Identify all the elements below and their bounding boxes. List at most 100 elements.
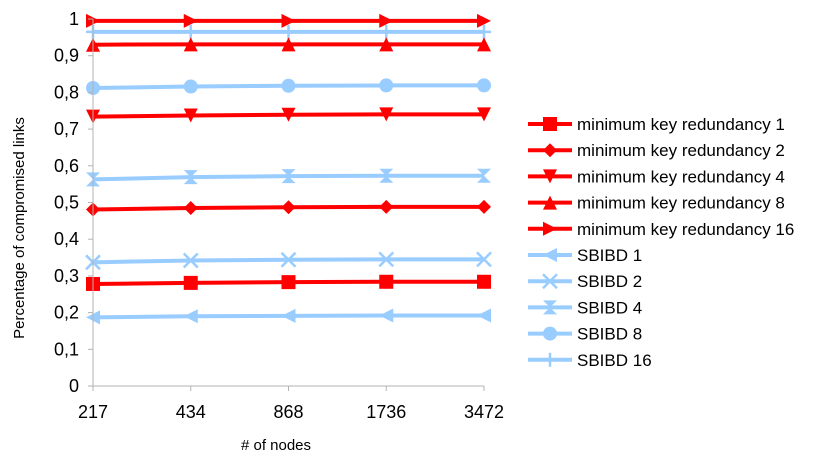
- data-point: [477, 168, 491, 183]
- data-point: [379, 37, 394, 52]
- data-point: [183, 79, 198, 94]
- legend-label: minimum key redundancy 16: [577, 220, 794, 239]
- data-point: [183, 108, 198, 123]
- data-point: [379, 78, 394, 93]
- y-tick-label: 0,7: [54, 119, 79, 139]
- y-tick-label: 0,3: [54, 266, 79, 286]
- series-2: [86, 199, 491, 217]
- legend: minimum key redundancy 1 minimum key redu…: [528, 115, 794, 370]
- data-point: [281, 200, 296, 215]
- series-8: [86, 168, 491, 187]
- legend-marker: [543, 169, 557, 184]
- data-point: [379, 308, 394, 323]
- series-10: [86, 24, 491, 39]
- legend-marker: [543, 352, 557, 367]
- data-point: [183, 24, 198, 39]
- legend-marker: [543, 143, 557, 158]
- series-7: [85, 251, 492, 271]
- series-1: [86, 274, 491, 291]
- data-point: [477, 24, 491, 39]
- y-tick-label: 0: [69, 376, 79, 396]
- data-point: [379, 199, 394, 214]
- data-point: [281, 13, 296, 28]
- legend-item: minimum key redundancy 16: [528, 220, 794, 239]
- data-point: [477, 107, 491, 122]
- legend-item: minimum key redundancy 8: [528, 194, 785, 213]
- x-tick-label: 3472: [464, 402, 504, 422]
- y-axis-title: Percentage of compromised links: [11, 117, 28, 339]
- plot-area: [85, 13, 492, 325]
- x-tick-label: 217: [78, 402, 108, 422]
- data-point: [477, 13, 491, 28]
- y-tick-label: 0,1: [54, 339, 79, 359]
- data-point: [182, 252, 199, 269]
- legend-marker: [543, 248, 557, 262]
- data-point: [379, 168, 394, 183]
- x-tick-labels: 217 434 868 1736 3472: [78, 386, 504, 422]
- data-point: [281, 24, 296, 39]
- data-point: [477, 308, 491, 323]
- data-point: [476, 251, 492, 268]
- legend-label: minimum key redundancy 1: [577, 115, 785, 134]
- legend-item: SBIBD 2: [528, 272, 642, 291]
- x-tick-label: 434: [176, 402, 206, 422]
- data-point: [379, 274, 394, 289]
- data-point: [379, 107, 394, 122]
- data-point: [281, 107, 296, 122]
- data-point: [477, 274, 491, 289]
- data-point: [183, 275, 198, 290]
- y-tick-label: 0,6: [54, 156, 79, 176]
- legend-item: SBIBD 1: [528, 246, 642, 265]
- data-point: [281, 275, 296, 290]
- legend-label: SBIBD 1: [577, 246, 642, 265]
- series-9: [86, 78, 491, 95]
- data-point: [183, 37, 198, 52]
- y-tick-labels: 0 0,1 0,2 0,3 0,4 0,5 0,6 0,7 0,8 0,9 1: [54, 9, 93, 396]
- data-point: [280, 251, 297, 268]
- x-tick-label: 1736: [366, 402, 406, 422]
- y-tick-label: 1: [69, 9, 79, 29]
- y-tick-label: 0,4: [54, 229, 79, 249]
- data-point: [281, 78, 296, 93]
- legend-label: SBIBD 4: [577, 298, 642, 317]
- legend-marker: [543, 117, 557, 131]
- data-point: [281, 169, 296, 184]
- legend-label: SBIBD 16: [577, 351, 652, 370]
- legend-item: SBIBD 4: [528, 298, 642, 317]
- legend-label: minimum key redundancy 4: [577, 167, 785, 186]
- x-tick-label: 868: [273, 402, 303, 422]
- legend-label: minimum key redundancy 8: [577, 194, 785, 213]
- legend-marker: [543, 300, 557, 315]
- data-point: [183, 13, 198, 28]
- data-point: [477, 199, 491, 214]
- legend-item: SBIBD 8: [528, 325, 642, 344]
- series-5: [86, 13, 491, 28]
- y-tick-label: 0,9: [54, 46, 79, 66]
- data-point: [281, 308, 296, 323]
- legend-item: minimum key redundancy 2: [528, 141, 785, 160]
- y-tick-label: 0,8: [54, 82, 79, 102]
- y-tick-label: 0,5: [54, 193, 79, 213]
- series-6: [86, 308, 491, 325]
- data-point: [183, 309, 198, 324]
- data-point: [379, 13, 394, 28]
- legend-label: SBIBD 8: [577, 325, 642, 344]
- legend-item: SBIBD 16: [528, 351, 652, 370]
- data-point: [281, 37, 296, 52]
- data-point: [477, 78, 491, 93]
- series-3: [86, 107, 491, 124]
- legend-marker: [543, 326, 557, 341]
- data-point: [183, 201, 198, 216]
- legend-marker: [543, 195, 557, 210]
- series-4: [86, 37, 491, 52]
- data-point: [183, 170, 198, 185]
- x-axis-title: # of nodes: [241, 437, 311, 454]
- legend-marker: [543, 221, 557, 236]
- legend-label: minimum key redundancy 2: [577, 141, 785, 160]
- y-tick-label: 0,2: [54, 303, 79, 323]
- legend-item: minimum key redundancy 1: [528, 115, 785, 134]
- legend-marker: [542, 273, 558, 290]
- legend-label: SBIBD 2: [577, 272, 642, 291]
- data-point: [477, 37, 491, 52]
